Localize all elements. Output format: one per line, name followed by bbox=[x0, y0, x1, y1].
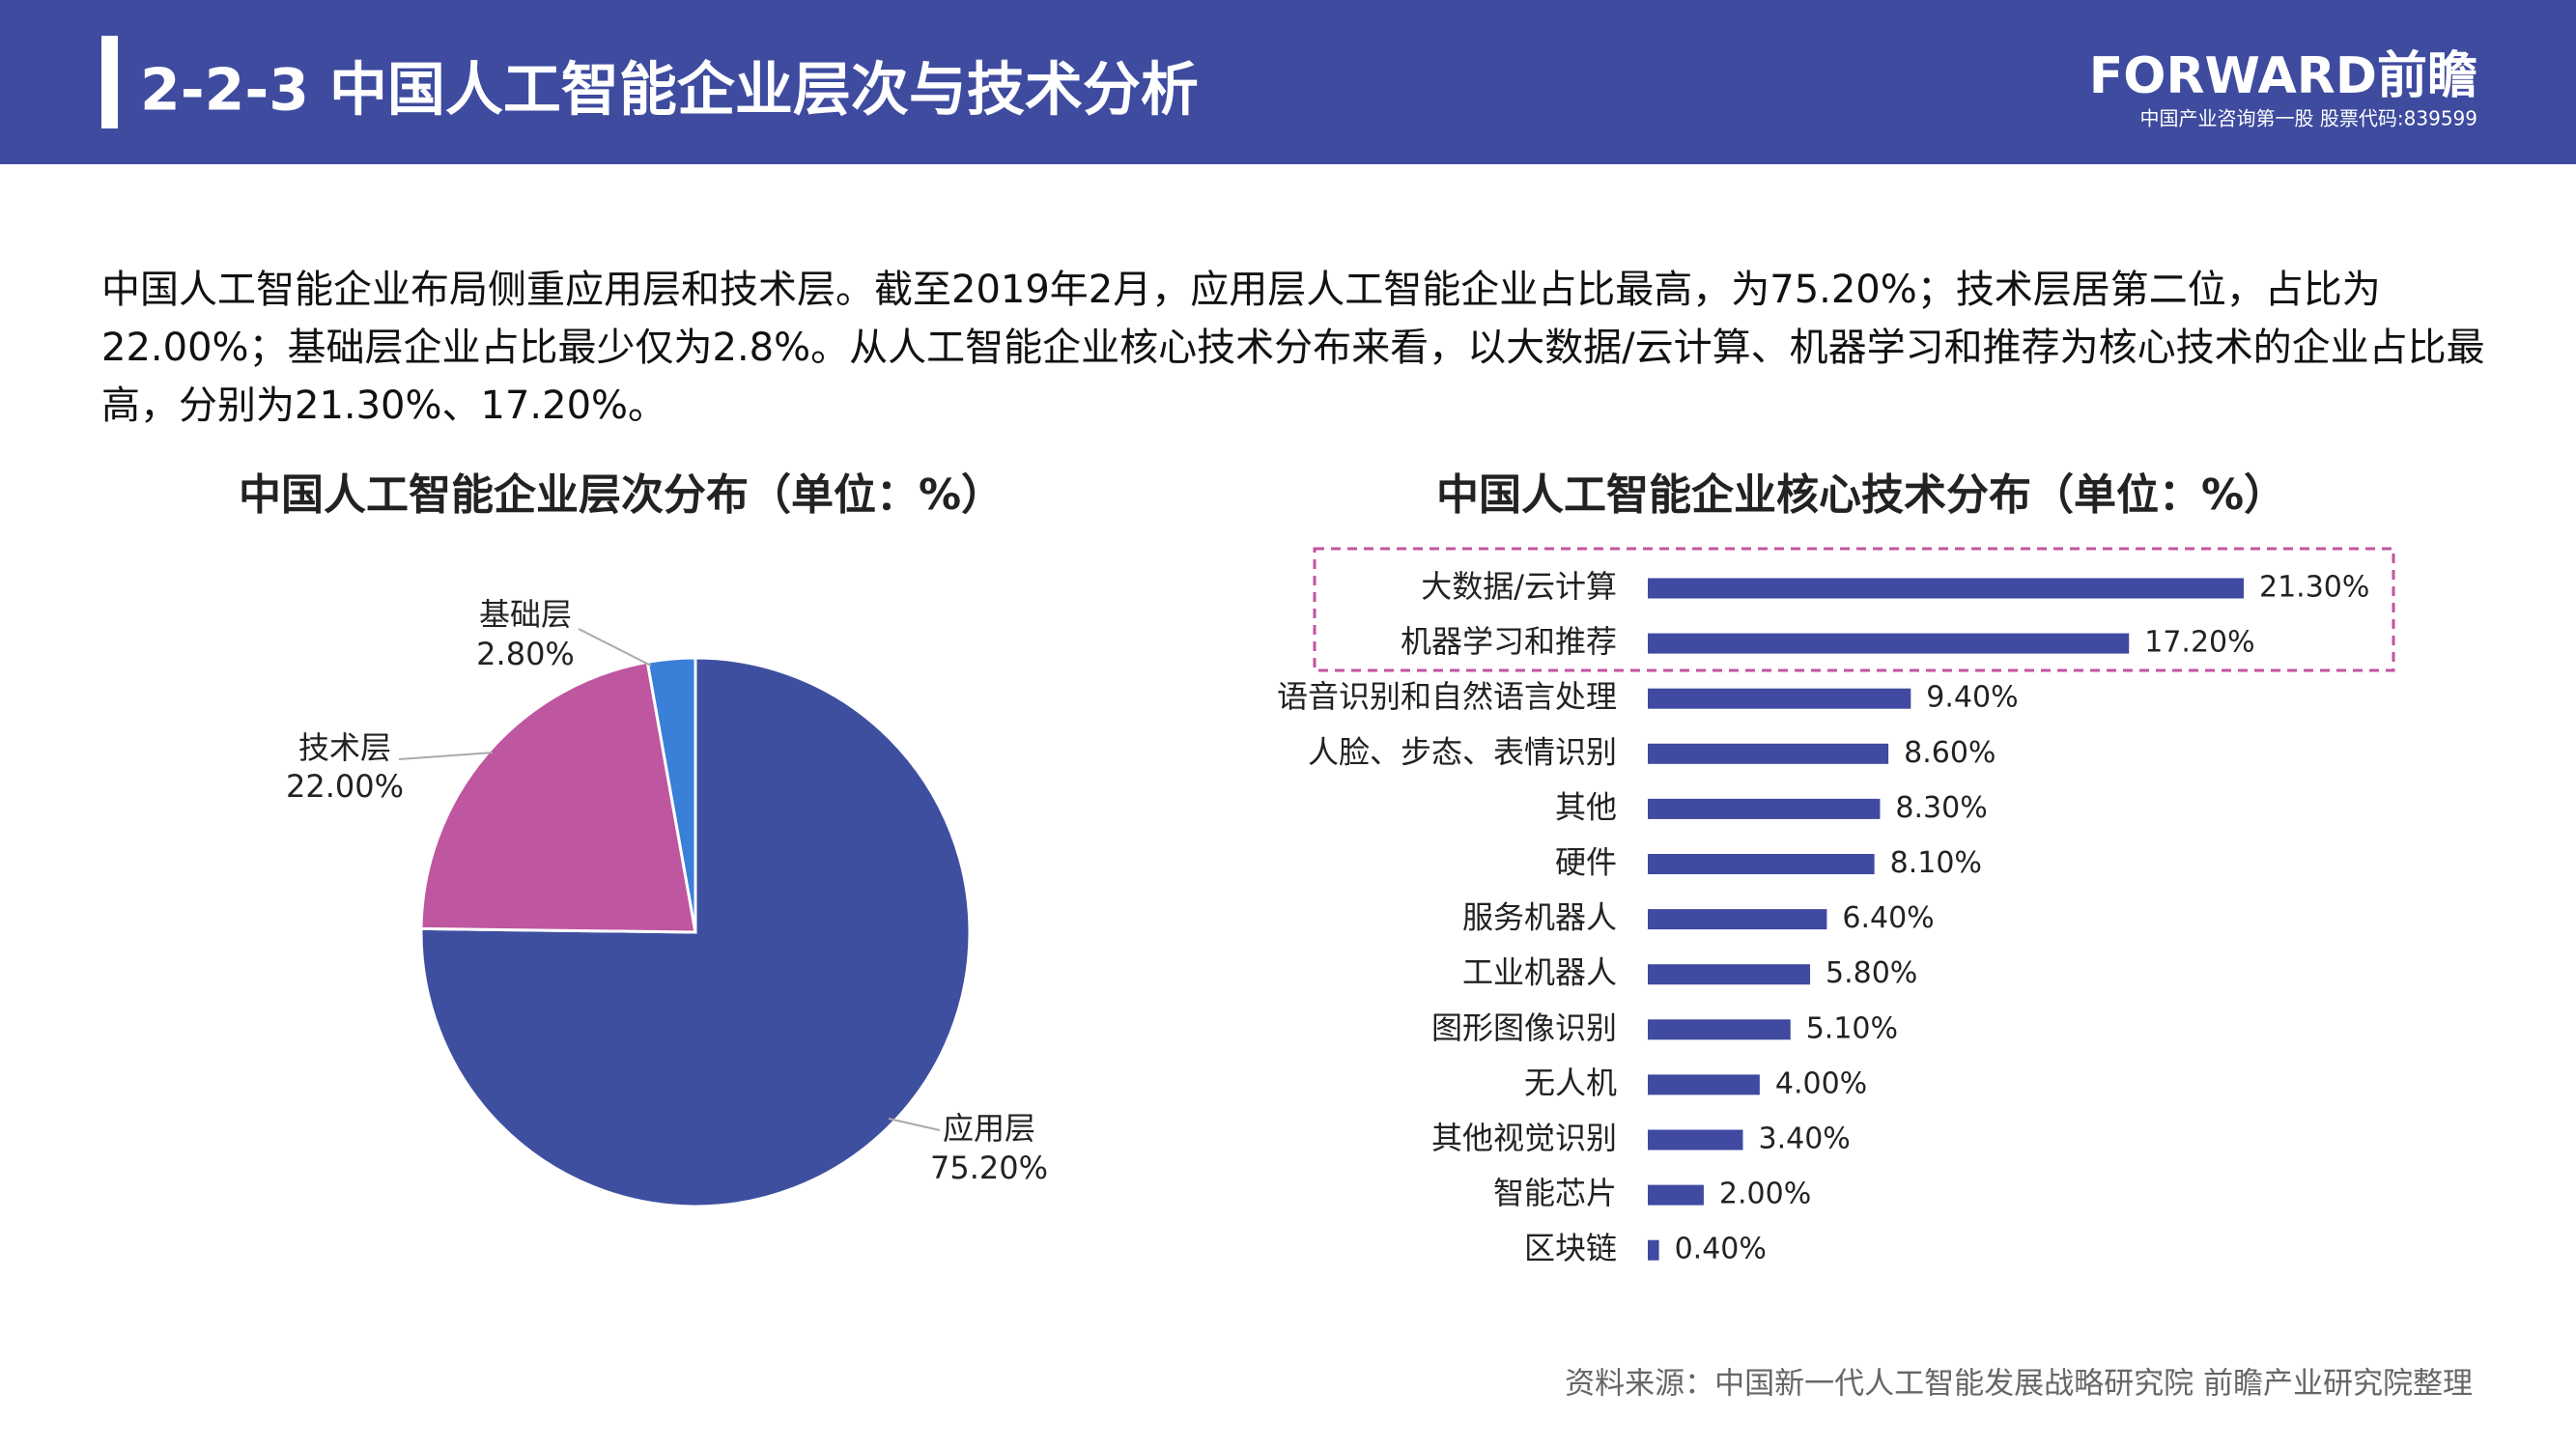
value-label: 6.40% bbox=[1842, 901, 1934, 935]
bar bbox=[1648, 578, 2244, 599]
pie-slice bbox=[419, 660, 697, 934]
value-label: 2.00% bbox=[1719, 1178, 1811, 1211]
category-label: 图形图像识别 bbox=[1431, 1009, 1617, 1046]
category-label: 无人机 bbox=[1524, 1065, 1617, 1101]
logo: FORWARD前瞻 bbox=[2089, 47, 2477, 105]
leader-line bbox=[578, 628, 652, 667]
chart-title: 中国人工智能企业层次分布（单位：%） bbox=[239, 470, 1004, 520]
bar bbox=[1648, 909, 1827, 930]
value-label: 5.10% bbox=[1806, 1011, 1898, 1045]
category-label: 硬件 bbox=[1555, 844, 1617, 881]
value-label: 3.40% bbox=[1758, 1122, 1850, 1156]
value-label: 9.40% bbox=[1926, 681, 2018, 715]
slice-label: 技术层 bbox=[298, 729, 391, 766]
bar bbox=[1648, 854, 1875, 874]
category-label: 区块链 bbox=[1524, 1230, 1617, 1266]
page-title: 2-2-3 中国人工智能企业层次与技术分析 bbox=[140, 57, 1199, 125]
value-label: 8.10% bbox=[1890, 846, 1982, 880]
category-label: 工业机器人 bbox=[1462, 954, 1617, 991]
category-label: 其他 bbox=[1555, 788, 1617, 825]
slice-value: 75.20% bbox=[930, 1150, 1048, 1186]
highlight-box bbox=[1313, 547, 2395, 672]
category-label: 人脸、步态、表情识别 bbox=[1308, 733, 1617, 770]
category-label: 机器学习和推荐 bbox=[1401, 623, 1617, 660]
header-bar bbox=[0, 0, 2576, 164]
category-label: 智能芯片 bbox=[1493, 1175, 1617, 1211]
value-label: 5.80% bbox=[1826, 956, 1917, 990]
bar bbox=[1648, 798, 1881, 819]
paragraph: 中国人工智能企业布局侧重应用层和技术层。截至2019年2月，应用层人工智能企业占… bbox=[101, 268, 2485, 428]
source: 资料来源：中国新一代人工智能发展战略研究院 前瞻产业研究院整理 bbox=[1565, 1367, 2473, 1402]
category-label: 其他视觉识别 bbox=[1431, 1120, 1617, 1156]
bar bbox=[1648, 964, 1811, 985]
bar bbox=[1648, 1129, 1743, 1151]
bar bbox=[1648, 743, 1889, 764]
value-label: 0.40% bbox=[1675, 1233, 1767, 1266]
pie-slice bbox=[645, 656, 697, 933]
value-label: 8.30% bbox=[1895, 791, 1987, 825]
slice-label: 基础层 bbox=[479, 596, 572, 633]
category-label: 服务机器人 bbox=[1462, 899, 1617, 936]
bar bbox=[1648, 1239, 1659, 1261]
logo-subtitle: 中国产业咨询第一股 股票代码:839599 bbox=[2140, 107, 2477, 130]
value-label: 4.00% bbox=[1775, 1066, 1867, 1100]
bar bbox=[1648, 688, 1911, 709]
value-label: 17.20% bbox=[2144, 626, 2254, 660]
slice-value: 22.00% bbox=[286, 768, 404, 805]
header-accent bbox=[101, 36, 118, 128]
leader-line bbox=[888, 1118, 941, 1131]
bar bbox=[1648, 1074, 1760, 1095]
value-label: 8.60% bbox=[1904, 736, 1996, 770]
category-label: 大数据/云计算 bbox=[1421, 568, 1617, 605]
chart-title: 中国人工智能企业核心技术分布（单位：%） bbox=[1436, 470, 2286, 520]
value-label: 21.30% bbox=[2259, 571, 2369, 605]
bar bbox=[1648, 633, 2130, 654]
bar bbox=[1648, 1184, 1704, 1206]
category-label: 语音识别和自然语言处理 bbox=[1277, 678, 1617, 715]
slice-value: 2.80% bbox=[476, 636, 575, 672]
bar bbox=[1648, 1019, 1791, 1040]
leader-line bbox=[398, 752, 494, 760]
slice-label: 应用层 bbox=[943, 1110, 1035, 1147]
